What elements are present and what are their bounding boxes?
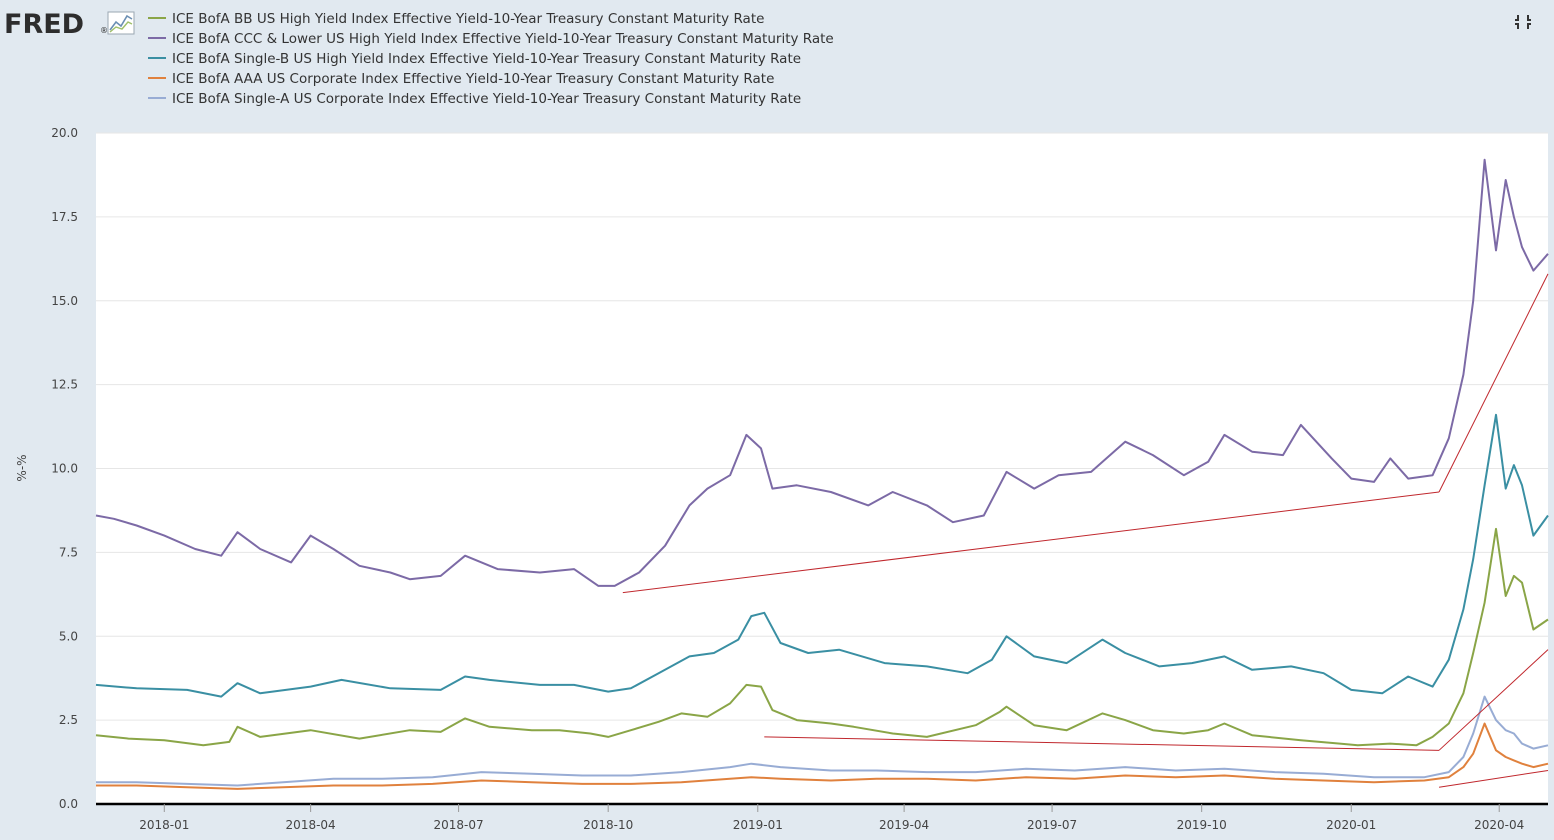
annotation-layer — [622, 273, 1549, 788]
trend-line-annotation — [1438, 273, 1549, 493]
y-tick-label: 10.0 — [51, 462, 78, 476]
x-tick-label: 2018-04 — [286, 818, 336, 832]
x-tick-label: 2019-07 — [1027, 818, 1077, 832]
chart-legend: ICE BofA BB US High Yield Index Effectiv… — [148, 11, 834, 107]
x-tick-label: 2020-04 — [1474, 818, 1524, 832]
y-tick-label: 20.0 — [51, 126, 78, 140]
legend-item[interactable]: ICE BofA BB US High Yield Index Effectiv… — [148, 11, 764, 27]
legend-label: ICE BofA Single-A US Corporate Index Eff… — [172, 91, 801, 107]
y-tick-label: 7.5 — [59, 545, 78, 559]
x-tick-label: 2019-10 — [1177, 818, 1227, 832]
fred-logo[interactable]: FRED ® — [4, 9, 135, 40]
logo-text: FRED — [4, 9, 84, 40]
y-axis-ticks: 0.0 2.5 5.0 7.5 10.0 12.5 15.0 17.5 20.0 — [51, 126, 78, 811]
legend-label: ICE BofA Single-B US High Yield Index Ef… — [172, 51, 801, 67]
legend-label: ICE BofA CCC & Lower US High Yield Index… — [172, 31, 834, 47]
x-tick-label: 2019-04 — [879, 818, 929, 832]
trend-line-annotation — [622, 491, 1440, 594]
legend-label: ICE BofA AAA US Corporate Index Effectiv… — [172, 71, 774, 87]
legend-item[interactable]: ICE BofA AAA US Corporate Index Effectiv… — [148, 71, 774, 87]
x-axis-ticks: 2018-01 2018-04 2018-07 2018-10 2019-01 2019-… — [139, 804, 1524, 832]
x-tick-label: 2018-07 — [434, 818, 484, 832]
y-tick-label: 0.0 — [59, 797, 78, 811]
y-tick-label: 5.0 — [59, 629, 78, 643]
series-line — [96, 695, 1549, 787]
x-tick-label: 2020-01 — [1326, 818, 1376, 832]
x-tick-label: 2018-01 — [139, 818, 189, 832]
logo-registered-mark: ® — [100, 26, 108, 35]
series-line — [95, 527, 1549, 747]
y-tick-label: 2.5 — [59, 713, 78, 727]
legend-item[interactable]: ICE BofA Single-A US Corporate Index Eff… — [148, 91, 801, 107]
series-line — [95, 158, 1549, 587]
y-tick-label: 12.5 — [51, 378, 78, 392]
y-tick-label: 15.0 — [51, 294, 78, 308]
x-tick-label: 2018-10 — [583, 818, 633, 832]
trend-line-annotation — [764, 736, 1440, 751]
fullscreen-icon[interactable] — [1515, 15, 1531, 29]
trend-line-annotation — [1438, 649, 1549, 751]
series-line — [95, 413, 1549, 698]
x-tick-label: 2019-01 — [733, 818, 783, 832]
fred-chart-icon — [107, 11, 135, 35]
legend-label: ICE BofA BB US High Yield Index Effectiv… — [172, 11, 764, 27]
y-axis-title: %-% — [15, 454, 29, 481]
series-layer — [95, 158, 1549, 790]
series-line — [96, 722, 1549, 790]
y-tick-label: 17.5 — [51, 210, 78, 224]
trend-line-annotation — [1438, 769, 1549, 788]
legend-item[interactable]: ICE BofA CCC & Lower US High Yield Index… — [148, 31, 834, 47]
legend-item[interactable]: ICE BofA Single-B US High Yield Index Ef… — [148, 51, 801, 67]
